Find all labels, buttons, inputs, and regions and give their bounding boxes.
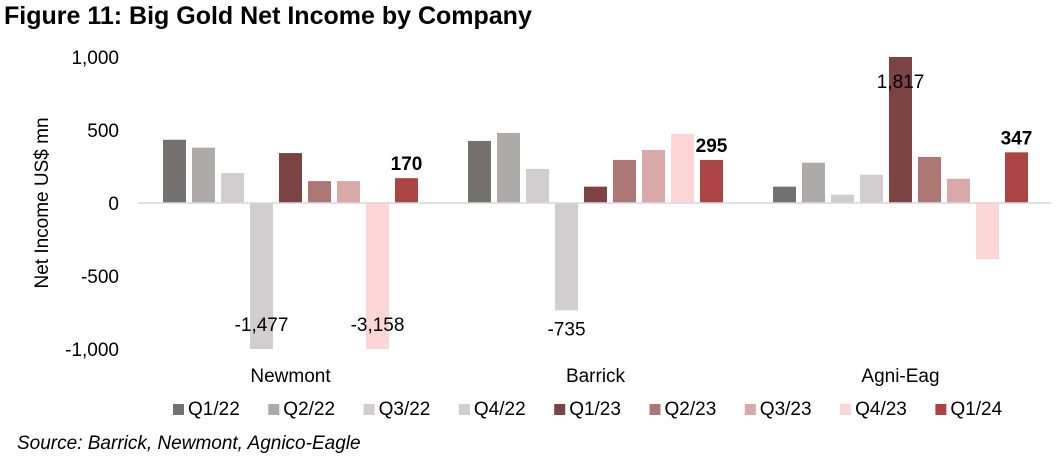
legend-swatch bbox=[554, 404, 566, 415]
bar-agni-eag-Q2-23 bbox=[918, 157, 941, 203]
bar-agni-eag-Q3-22 bbox=[831, 194, 854, 203]
y-axis-label: Net Income US$ mn bbox=[32, 117, 53, 288]
legend-swatch bbox=[935, 404, 947, 415]
legend-item: Q3/23 bbox=[744, 399, 812, 420]
bar-newmont-Q2-22 bbox=[192, 147, 215, 203]
y-tick-label: -1,000 bbox=[65, 340, 119, 361]
bar-barrick-Q1-24 bbox=[700, 159, 723, 203]
legend-label: Q1/23 bbox=[569, 399, 621, 420]
x-axis: Newmont Barrick Agni-Eag bbox=[250, 366, 939, 387]
x-category-label: Barrick bbox=[566, 366, 626, 387]
legend: Q1/22 Q2/22 Q3/22 Q4/22 Q1/23 Q2/23 Q3/23 Q4/23… bbox=[173, 399, 1003, 420]
data-label: -1,477 bbox=[235, 315, 289, 336]
bar-agni-eag-Q3-23 bbox=[947, 178, 970, 203]
y-tick-label: -500 bbox=[81, 267, 119, 288]
bar-agni-eag-Q1-24 bbox=[1005, 152, 1028, 203]
bar-newmont-Q1-24 bbox=[395, 178, 418, 203]
bar-barrick-Q2-23 bbox=[613, 159, 636, 203]
legend-item: Q1/22 bbox=[173, 399, 240, 420]
bar-barrick-Q2-22 bbox=[497, 132, 520, 203]
data-label: -3,158 bbox=[351, 315, 405, 336]
bar-barrick-Q1-22 bbox=[468, 140, 491, 203]
legend-item: Q1/23 bbox=[554, 399, 621, 420]
bar-agni-eag-Q1-23 bbox=[889, 57, 912, 203]
legend-label: Q1/24 bbox=[950, 399, 1002, 420]
x-category-label: Newmont bbox=[250, 366, 331, 387]
legend-item: Q2/23 bbox=[649, 399, 717, 420]
y-tick-label: 0 bbox=[108, 194, 119, 215]
bar-barrick-Q3-22 bbox=[526, 168, 549, 203]
x-category-label: Agni-Eag bbox=[861, 366, 939, 387]
legend-item: Q1/24 bbox=[935, 399, 1003, 420]
data-label: 295 bbox=[696, 136, 728, 157]
legend-swatch bbox=[649, 404, 661, 415]
legend-swatch bbox=[840, 404, 852, 415]
legend-swatch bbox=[173, 404, 184, 415]
legend-item: Q3/22 bbox=[363, 399, 431, 420]
bar-newmont-Q3-23 bbox=[337, 181, 360, 203]
legend-label: Q3/23 bbox=[760, 399, 812, 420]
bar-newmont-Q3-22 bbox=[221, 173, 244, 203]
bar-chart: 1,000 500 0 -500 -1,000 Net Income US$ mn -1,… bbox=[32, 48, 1051, 420]
legend-label: Q4/22 bbox=[474, 399, 526, 420]
data-label: 170 bbox=[391, 154, 423, 175]
source-note: Source: Barrick, Newmont, Agnico-Eagle bbox=[17, 433, 361, 454]
y-tick-label: 500 bbox=[87, 121, 119, 142]
bars-layer bbox=[163, 57, 1028, 349]
chart-title: Figure 11: Big Gold Net Income by Compan… bbox=[4, 2, 532, 30]
legend-item: Q4/22 bbox=[458, 399, 526, 420]
bar-barrick-Q3-23 bbox=[642, 150, 665, 203]
y-tick-label: 1,000 bbox=[71, 48, 119, 69]
bar-agni-eag-Q1-22 bbox=[773, 186, 796, 203]
bar-barrick-Q1-23 bbox=[584, 186, 607, 203]
legend-label: Q3/22 bbox=[379, 399, 431, 420]
legend-swatch bbox=[744, 404, 756, 415]
bar-agni-eag-Q2-22 bbox=[802, 162, 825, 203]
legend-label: Q2/22 bbox=[283, 399, 335, 420]
legend-item: Q2/22 bbox=[268, 399, 335, 420]
y-axis: 1,000 500 0 -500 -1,000 Net Income US$ mn bbox=[32, 48, 119, 361]
bar-barrick-Q4-23 bbox=[671, 133, 694, 203]
bar-newmont-Q1-23 bbox=[279, 153, 302, 203]
bar-newmont-Q2-23 bbox=[308, 181, 331, 203]
bar-barrick-Q4-22 bbox=[555, 203, 578, 311]
bar-newmont-Q1-22 bbox=[163, 139, 186, 203]
bar-newmont-Q4-22 bbox=[250, 203, 273, 349]
bar-agni-eag-Q4-23 bbox=[976, 203, 999, 260]
legend-item: Q4/23 bbox=[840, 399, 907, 420]
data-labels: -1,477 -3,158 170 -735 295 1,817 347 bbox=[235, 72, 1033, 340]
legend-swatch bbox=[268, 404, 280, 415]
legend-label: Q1/22 bbox=[188, 399, 240, 420]
data-label: 1,817 bbox=[877, 72, 925, 93]
legend-label: Q4/23 bbox=[855, 399, 907, 420]
bar-newmont-Q4-23 bbox=[366, 203, 389, 349]
bar-agni-eag-Q4-22 bbox=[860, 174, 883, 203]
legend-swatch bbox=[458, 404, 470, 415]
legend-swatch bbox=[363, 404, 375, 415]
data-label: 347 bbox=[1001, 128, 1033, 149]
legend-label: Q2/23 bbox=[665, 399, 717, 420]
data-label: -735 bbox=[547, 319, 585, 340]
